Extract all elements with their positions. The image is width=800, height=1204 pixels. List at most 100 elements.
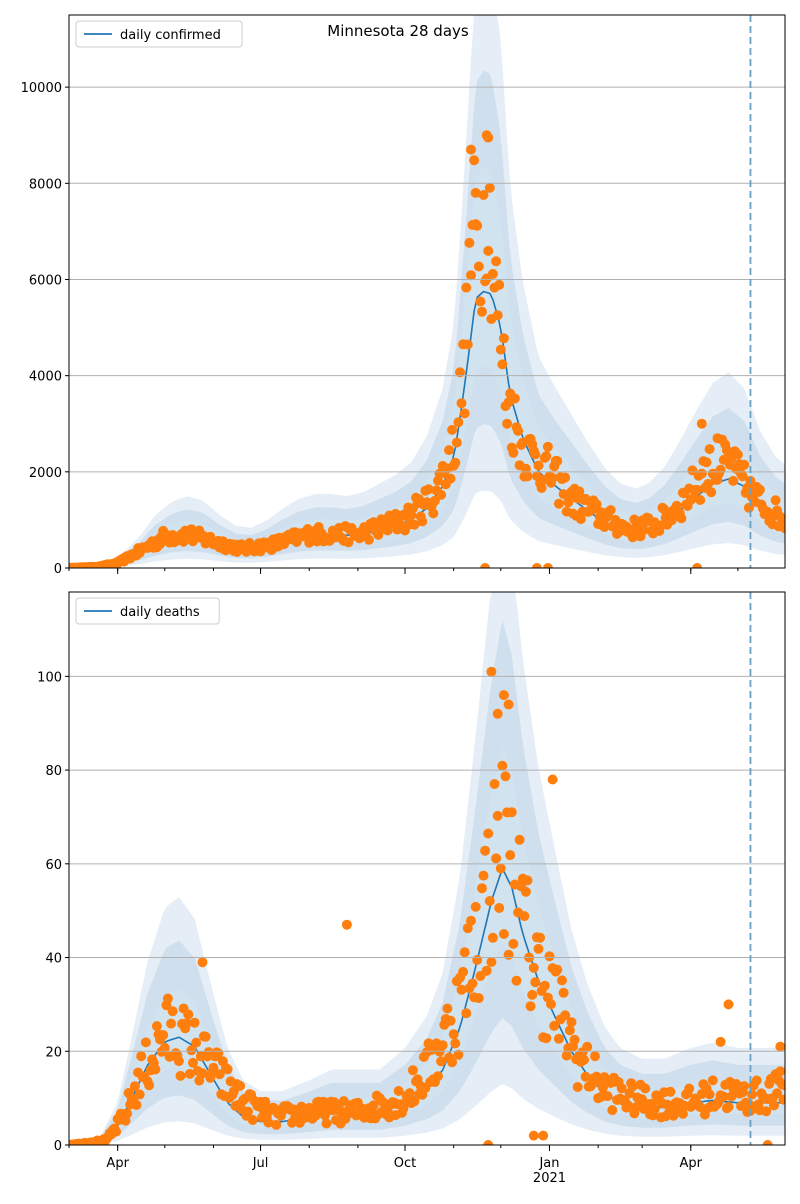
deaths-ytick-label-1: 20 [45,1045,62,1060]
confirmed-point-197 [373,529,384,540]
deaths-point-315 [558,987,569,998]
deaths-point-320 [566,1017,577,1028]
deaths-point-267 [483,828,494,839]
deaths-point-312 [553,1033,564,1044]
confirmed-point-260 [472,220,483,231]
confirmed-ytick-label-4: 8000 [29,177,62,192]
confirmed-legend-box [75,20,243,48]
confirmed-point-316 [560,472,571,483]
deaths-point-391 [677,1108,688,1119]
confirmed-point-423 [728,475,739,486]
deaths-point-117 [247,1115,258,1125]
deaths-point-417 [718,1091,729,1102]
deaths-point-61 [159,1042,170,1053]
deaths-point-467 [723,999,734,1010]
deaths-point-307 [546,999,556,1010]
confirmed-point-463 [542,563,553,568]
confirmed-point-297 [530,449,541,460]
deaths-point-291 [520,886,531,897]
deaths-point-335 [590,1051,600,1062]
confirmed-point-305 [542,441,553,452]
confirmed-point-253 [461,282,472,293]
confirmed-legend-label: daily confirmed [120,28,221,43]
deaths-point-114 [243,1106,253,1117]
deaths-point-70 [173,1056,184,1067]
confirmed-point-229 [423,484,434,495]
confirmed-point-461 [480,563,491,568]
confirmed-point-341 [599,522,610,532]
deaths-point-438 [751,1075,762,1086]
confirmed-point-429 [737,471,748,482]
deaths-point-268 [484,896,495,906]
deaths-point-125 [260,1096,271,1107]
deaths-point-244 [447,1057,458,1068]
deaths-point-278 [500,771,511,782]
confirmed-point-301 [536,483,547,493]
confirmed-ytick-label-2: 4000 [29,370,62,385]
deaths-point-314 [557,975,567,986]
deaths-point-311 [552,964,563,975]
confirmed-point-246 [450,457,461,468]
deaths-point-76 [183,1009,194,1020]
confirmed-point-457 [466,144,476,155]
deaths-point-408 [704,1089,715,1100]
deaths-point-324 [572,1082,583,1092]
confirmed-point-345 [605,505,616,516]
deaths-point-271 [489,779,500,789]
confirmed-point-366 [638,525,649,536]
deaths-point-256 [466,915,476,926]
deaths-point-265 [480,845,491,856]
deaths-point-55 [150,1064,161,1075]
confirmed-point-270 [487,268,498,279]
confirmed-point-191 [363,534,374,545]
deaths-point-251 [458,966,469,977]
confirmed-point-256 [466,270,476,281]
deaths-point-385 [668,1110,679,1121]
confirmed-point-430 [739,459,750,470]
deaths-point-468 [715,1036,726,1047]
confirmed-point-264 [478,190,489,200]
deaths-point-45 [134,1089,145,1100]
confirmed-point-248 [453,417,464,428]
deaths-point-309 [549,1020,560,1031]
confirmed-point-255 [464,237,475,248]
deaths-point-281 [505,850,516,861]
deaths-points [69,666,785,1145]
deaths-point-37 [122,1108,133,1119]
confirmed-point-390 [676,513,687,524]
confirmed-point-275 [495,344,506,355]
deaths-point-164 [321,1118,332,1129]
deaths-point-101 [222,1064,233,1075]
deaths-point-402 [695,1102,706,1113]
deaths-point-273 [492,810,503,821]
deaths-point-65 [166,1018,177,1029]
confirmed-point-225 [417,516,428,527]
deaths-point-85 [197,1068,208,1079]
deaths-ytick-label-2: 40 [45,952,62,967]
deaths-point-220 [409,1096,420,1107]
confirmed-point-258 [469,155,480,166]
deaths-point-317 [561,1050,572,1061]
confirmed-panel: 0 2000 4000 6000 8000 10000 daily confirmed [21,14,786,577]
deaths-xtick-label-0: Apr [106,1156,129,1171]
deaths-point-253 [461,1008,472,1019]
confirmed-axes-frame [68,14,786,569]
deaths-ytick-label-4: 80 [45,764,62,779]
deaths-point-127 [263,1117,274,1128]
deaths-point-444 [761,1106,772,1117]
deaths-point-300 [535,932,546,943]
deaths-point-297 [530,977,541,988]
confirmed-point-273 [492,310,503,321]
confirmed-point-244 [447,424,458,435]
deaths-point-78 [186,1045,197,1056]
deaths-point-274 [494,903,505,913]
confirmed-point-308 [547,473,558,483]
deaths-point-238 [437,1040,448,1051]
deaths-point-287 [514,834,525,845]
confirmed-point-403 [696,468,707,479]
deaths-point-266 [481,965,492,976]
deaths-point-275 [495,863,506,874]
confirmed-point-336 [591,499,602,510]
deaths-point-132 [271,1119,282,1130]
confirmed-point-274 [494,279,505,290]
